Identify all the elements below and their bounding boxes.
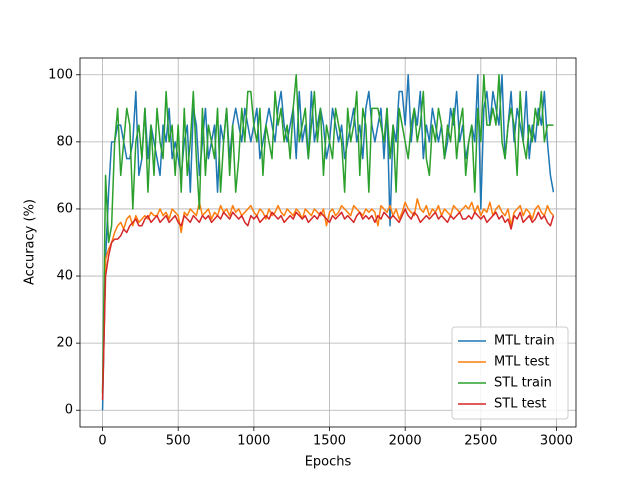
y-tick-label: 20 bbox=[56, 336, 73, 351]
x-tick-label: 500 bbox=[166, 434, 191, 449]
legend-label: STL test bbox=[494, 397, 547, 412]
plot-frame bbox=[79, 57, 577, 428]
y-tick-label: 60 bbox=[56, 201, 73, 216]
y-tick-label: 40 bbox=[56, 269, 73, 284]
x-axis-label: Epochs bbox=[305, 455, 352, 470]
legend-label: MTL train bbox=[494, 334, 555, 349]
y-tick-label: 100 bbox=[48, 67, 73, 82]
legend-label: STL train bbox=[494, 376, 552, 391]
legend-label: MTL test bbox=[494, 355, 550, 370]
x-tick-label: 2500 bbox=[464, 434, 497, 449]
data-line bbox=[101, 208, 555, 401]
y-axis-label: Accuracy (%) bbox=[23, 199, 38, 285]
data-line bbox=[101, 198, 555, 394]
data-line bbox=[101, 74, 554, 394]
x-tick-label: 1500 bbox=[313, 434, 346, 449]
x-tick-label: 3000 bbox=[540, 434, 573, 449]
x-tick-label: 2000 bbox=[389, 434, 422, 449]
legend-box bbox=[451, 326, 569, 420]
data-line bbox=[101, 74, 555, 411]
y-tick-label: 0 bbox=[65, 403, 73, 418]
x-tick-label: 1000 bbox=[237, 434, 270, 449]
y-tick-label: 80 bbox=[56, 134, 73, 149]
x-tick-label: 0 bbox=[98, 434, 106, 449]
